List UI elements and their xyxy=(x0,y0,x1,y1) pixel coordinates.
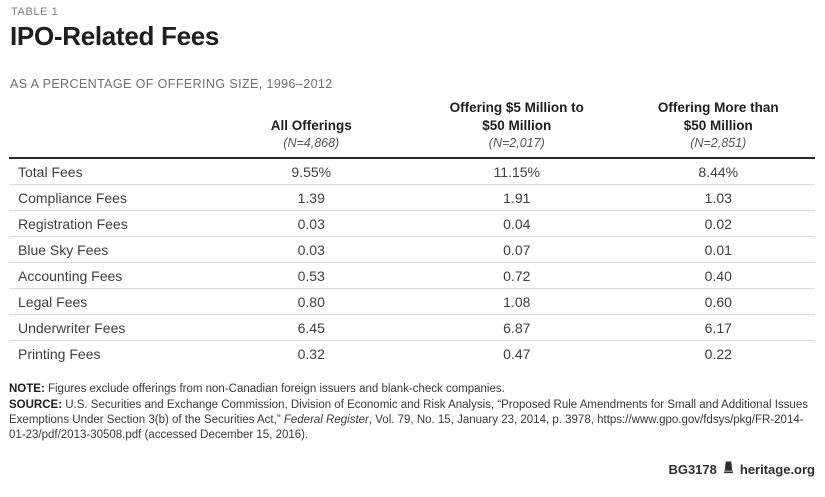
header-more-than-50-million: Offering More than $50 Million (N=2,851) xyxy=(621,99,815,160)
table-row: Accounting Fees 0.53 0.72 0.40 xyxy=(9,262,815,289)
cell-value: 0.02 xyxy=(621,210,815,237)
liberty-bell-icon xyxy=(722,461,735,477)
cell-value: 0.01 xyxy=(621,236,815,263)
header-5-to-50-million: Offering $5 Million to $50 Million (N=2,… xyxy=(412,99,622,160)
cell-value: 0.47 xyxy=(412,340,622,367)
footer-branding: BG3178 heritage.org xyxy=(9,461,815,477)
cell-value: 0.32 xyxy=(210,340,412,367)
page-title: IPO-Related Fees xyxy=(10,21,220,51)
cell-value: 8.44% xyxy=(698,163,739,180)
table-body: Total Fees 9.55% 11.15% 8.44% Compliance Fee… xyxy=(9,158,815,367)
table-label: TABLE 1 xyxy=(11,6,59,18)
cell-value: 0.53 xyxy=(210,262,412,289)
cell-value: 1.08 xyxy=(412,288,622,315)
header-all-offerings: All Offerings (N=4,868) xyxy=(210,99,412,160)
source-text: U.S. Securities and Exchange Commission,… xyxy=(9,399,808,427)
cell-value: 1.91 xyxy=(412,184,622,211)
source-line: SOURCE: U.S. Securities and Exchange Com… xyxy=(9,398,815,443)
table-header: All Offerings (N=4,868) Offering $5 Mill… xyxy=(9,99,815,160)
note-line: NOTE: Figures exclude offerings from non… xyxy=(9,382,815,397)
table-row: Compliance Fees 1.39 1.91 1.03 xyxy=(9,184,815,211)
table-row: Blue Sky Fees 0.03 0.07 0.01 xyxy=(9,236,815,263)
source-publication: Federal Register xyxy=(283,414,369,427)
figure-container: TABLE 1 IPO-Related Fees AS A PERCENTAGE… xyxy=(9,6,815,477)
cell-value: 9.55% xyxy=(291,163,332,180)
table-row: Legal Fees 0.80 1.08 0.60 xyxy=(9,288,815,315)
row-label: Total Fees xyxy=(18,163,83,180)
row-label: Legal Fees xyxy=(9,288,211,315)
cell-value: 0.72 xyxy=(412,262,622,289)
cell-value: 6.45 xyxy=(210,314,412,341)
cell-value: 6.87 xyxy=(412,314,622,341)
cell-value: 0.04 xyxy=(412,210,622,237)
column-title: Offering More than $50 Million xyxy=(657,100,779,134)
column-title: All Offerings xyxy=(270,118,352,134)
cell-value: 11.15% xyxy=(493,163,540,180)
cell-value: 0.40 xyxy=(621,262,815,289)
column-sample-size: (N=2,851) xyxy=(690,136,747,151)
cell-value: 0.60 xyxy=(621,288,815,315)
row-label: Accounting Fees xyxy=(9,262,211,289)
column-sample-size: (N=4,868) xyxy=(283,136,340,151)
footnotes: NOTE: Figures exclude offerings from non… xyxy=(9,382,815,443)
source-text: , Vol. 79, No. 15, January 23, 2014, p. … xyxy=(9,414,804,442)
column-sample-size: (N=2,017) xyxy=(488,136,545,151)
source-label: SOURCE: xyxy=(9,399,63,412)
table-row: Registration Fees 0.03 0.04 0.02 xyxy=(9,210,815,237)
cell-value: 6.17 xyxy=(621,314,815,341)
cell-value: 1.03 xyxy=(621,184,815,211)
table-row: Total Fees 9.55% 11.15% 8.44% xyxy=(9,158,815,185)
column-title: Offering $5 Million to $50 Million xyxy=(449,100,584,134)
table-row: Underwriter Fees 6.45 6.87 6.17 xyxy=(9,314,815,341)
row-label: Printing Fees xyxy=(9,340,211,367)
fees-table: All Offerings (N=4,868) Offering $5 Mill… xyxy=(9,99,815,367)
cell-value: 0.03 xyxy=(210,236,412,263)
note-text: Figures exclude offerings from non-Canad… xyxy=(44,383,505,396)
header-empty xyxy=(9,99,211,160)
cell-value: 0.03 xyxy=(210,210,412,237)
note-label: NOTE: xyxy=(9,383,45,396)
row-label: Underwriter Fees xyxy=(9,314,211,341)
cell-value: 0.22 xyxy=(621,340,815,367)
table-row: Printing Fees 0.32 0.47 0.22 xyxy=(9,340,815,367)
row-label: Blue Sky Fees xyxy=(9,236,211,263)
cell-value: 0.07 xyxy=(412,236,622,263)
report-id: BG3178 xyxy=(668,461,717,477)
cell-value: 1.39 xyxy=(210,184,412,211)
row-label: Registration Fees xyxy=(9,210,211,237)
row-label: Compliance Fees xyxy=(9,184,211,211)
figure-subtitle: AS A PERCENTAGE OF OFFERING SIZE, 1996–2… xyxy=(10,77,333,91)
cell-value: 0.80 xyxy=(210,288,412,315)
site-name: heritage.org xyxy=(739,461,815,477)
